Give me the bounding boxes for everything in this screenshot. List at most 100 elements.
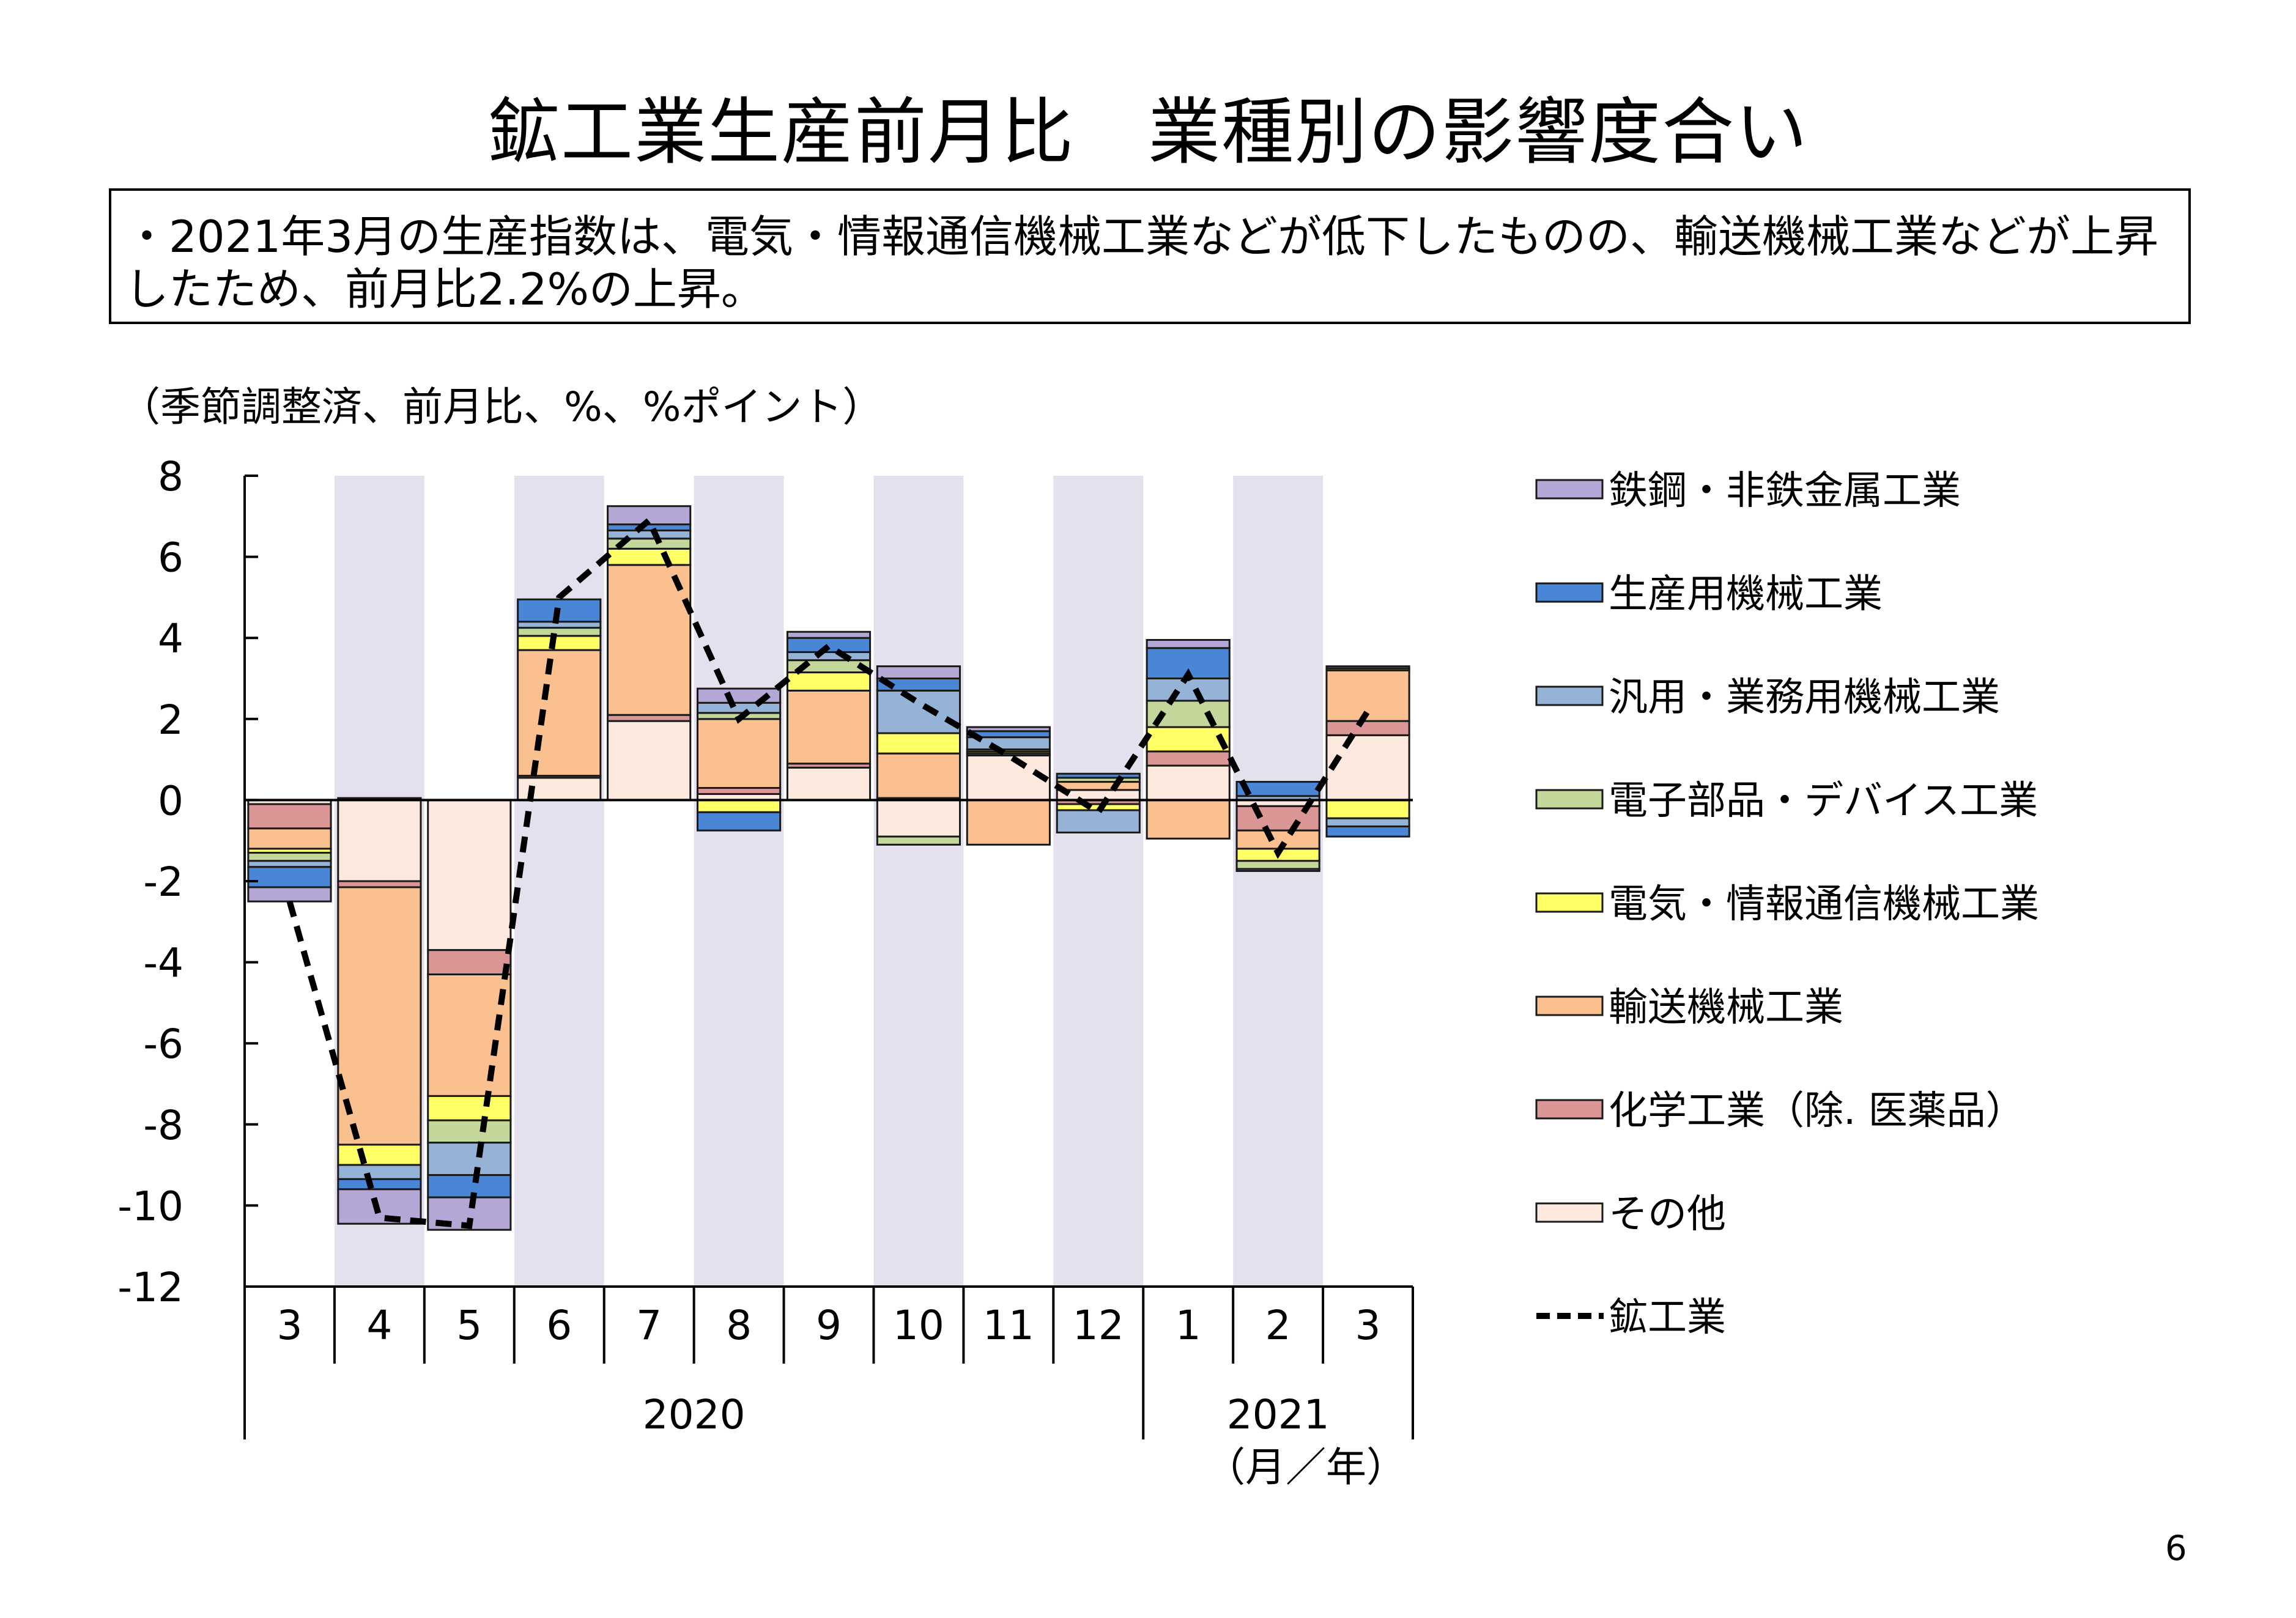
bar-segment — [517, 649, 602, 777]
legend-swatch — [1535, 996, 1604, 1016]
shade-band — [873, 476, 964, 1287]
x-tick-label: 9 — [816, 1302, 842, 1349]
unit-label: （季節調整済、前月比、%、%ポイント） — [120, 383, 883, 430]
bar-segment — [247, 827, 332, 850]
bar-segment — [966, 799, 1051, 846]
legend: 鉄鋼・非鉄金属工業生産用機械工業汎用・業務用機械工業電子部品・デバイス工業電気・… — [1535, 468, 2039, 1340]
y-tick-label: 0 — [158, 777, 183, 824]
page-title: 鉱工業生産前月比 業種別の影響度合い — [487, 90, 1809, 174]
bar-segment — [427, 1142, 512, 1177]
bar-segment — [607, 530, 692, 540]
bar-segment — [337, 1143, 422, 1166]
bar-segment — [1235, 829, 1320, 850]
total-line — [286, 515, 1371, 1229]
bar-segment — [786, 766, 872, 801]
bar-segment — [1325, 665, 1410, 670]
bar-segment — [427, 1119, 512, 1144]
bar-segment — [607, 547, 692, 566]
legend-swatch — [1535, 582, 1604, 603]
bar-segment — [247, 886, 332, 903]
legend-label: 電気・情報通信機械工業 — [1609, 882, 2039, 927]
year-label: 2020 — [643, 1391, 746, 1438]
legend-swatch — [1535, 685, 1604, 706]
bar-segment — [786, 637, 872, 653]
y-tick-label: 6 — [158, 534, 183, 582]
bar-segment — [876, 665, 961, 679]
bar-segment — [876, 752, 961, 799]
x-tick-label: 6 — [546, 1302, 572, 1349]
bar-segment — [247, 803, 332, 830]
bar-segment — [247, 852, 332, 862]
bar-segment — [1235, 860, 1320, 870]
y-tick-label: 4 — [158, 615, 183, 662]
bar-segment — [1056, 772, 1141, 779]
bar-segment — [1325, 669, 1410, 722]
bar-segment — [427, 949, 512, 975]
legend-swatch — [1535, 1202, 1604, 1223]
bar-segment — [1325, 825, 1410, 838]
bar-segment — [876, 799, 961, 838]
x-tick-label: 4 — [366, 1302, 392, 1349]
bar-segment — [1325, 799, 1410, 819]
bar-segment — [1235, 868, 1320, 872]
x-tick-label: 1 — [1176, 1302, 1201, 1349]
x-tick-label: 3 — [276, 1302, 302, 1349]
summary-box: ・2021年3月の生産指数は、電気・情報通信機械工業などが低下したものの、輸送機… — [109, 188, 2191, 324]
bar-segment — [1146, 750, 1231, 767]
bar-segment — [427, 1095, 512, 1121]
bar-segment — [786, 630, 872, 639]
y-tick-label: 8 — [158, 453, 183, 500]
legend-swatch — [1535, 1099, 1604, 1120]
bar-segment — [966, 754, 1051, 801]
bar-segment — [696, 811, 782, 832]
bar-segment — [696, 701, 782, 714]
bar-segment — [247, 866, 332, 888]
legend-label: 鉄鋼・非鉄金属工業 — [1609, 468, 1961, 514]
bar-segment — [337, 799, 422, 882]
bar-segment — [427, 1174, 512, 1199]
shade-band — [694, 476, 784, 1287]
shade-band — [1053, 476, 1144, 1287]
bar-segment — [1146, 678, 1231, 702]
legend-swatch — [1535, 892, 1604, 913]
bar-segment — [876, 689, 961, 734]
legend-label: 生産用機械工業 — [1609, 572, 1883, 617]
legend-label: 汎用・業務用機械工業 — [1609, 675, 2000, 720]
x-tick-label: 12 — [1073, 1302, 1124, 1349]
y-tick-label: -2 — [143, 859, 183, 906]
x-tick-label: 11 — [983, 1302, 1034, 1349]
legend-label: その他 — [1609, 1192, 1726, 1237]
legend-label: 輸送機械工業 — [1609, 985, 1843, 1030]
bar-segment — [1325, 734, 1410, 801]
bar-segment — [1325, 817, 1410, 827]
bar-segment — [517, 627, 602, 637]
bar-segment — [696, 718, 782, 789]
x-tick-label: 10 — [893, 1302, 944, 1349]
x-tick-label: 2 — [1265, 1302, 1291, 1349]
legend-label: 化学工業（除. 医薬品） — [1609, 1088, 2025, 1134]
bar-segment — [427, 799, 512, 951]
bar-segment — [696, 799, 782, 813]
bar-segment — [786, 671, 872, 692]
x-tick-label: 8 — [726, 1302, 752, 1349]
x-tick-label: 3 — [1355, 1302, 1381, 1349]
bar-segment — [607, 720, 692, 801]
bar-segment — [337, 1178, 422, 1191]
x-tick-label: 5 — [456, 1302, 482, 1349]
shade-band — [1233, 476, 1324, 1287]
y-tick-label: -12 — [117, 1264, 183, 1311]
y-tick-label: -10 — [117, 1183, 183, 1230]
bar-segment — [786, 651, 872, 662]
total-line-path — [286, 515, 1371, 1229]
y-tick-label: -8 — [143, 1102, 183, 1149]
bar-segment — [876, 835, 961, 846]
bar-segment — [517, 635, 602, 651]
legend-swatch — [1535, 479, 1604, 500]
page-number: 6 — [2165, 1529, 2187, 1568]
bar-segment — [966, 726, 1051, 733]
bar-segment — [1325, 720, 1410, 736]
y-tick-label: 2 — [158, 696, 183, 744]
bar-segment — [1056, 781, 1141, 791]
